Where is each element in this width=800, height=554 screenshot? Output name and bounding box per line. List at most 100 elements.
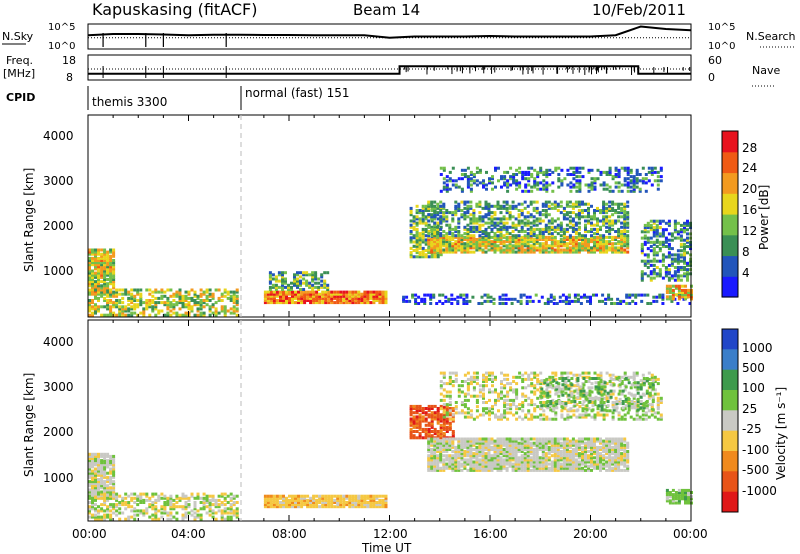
echo-cell	[556, 464, 560, 468]
echo-cell	[523, 445, 527, 449]
echo-cell	[611, 466, 615, 470]
echo-cell	[584, 468, 587, 472]
echo-cell	[548, 173, 552, 176]
echo-cell	[94, 303, 97, 307]
echo-cell	[121, 292, 125, 296]
echo-cell	[460, 187, 464, 191]
echo-cell	[538, 448, 542, 451]
echo-cell	[223, 294, 227, 298]
echo-cell	[418, 217, 422, 221]
echo-cell	[502, 462, 506, 466]
echo-cell	[674, 293, 678, 297]
echo-cell	[574, 246, 578, 250]
echo-cell	[605, 445, 609, 449]
echo-cell	[485, 183, 488, 187]
echo-cell	[324, 505, 328, 509]
echo-cell	[378, 290, 382, 294]
echo-cell	[211, 498, 215, 502]
echo-cell	[502, 225, 506, 229]
echo-cell	[469, 234, 473, 238]
echo-cell	[451, 227, 455, 231]
echo-cell	[472, 179, 476, 183]
echo-cell	[303, 501, 307, 504]
echo-cell	[571, 450, 575, 453]
echo-cell	[664, 228, 668, 232]
echo-cell	[565, 230, 569, 233]
echo-cell	[484, 235, 488, 239]
echo-cell	[208, 305, 212, 309]
cpid-strip: CPID themis 3300 normal (fast) 151	[6, 86, 349, 110]
echo-cell	[502, 437, 506, 441]
echo-cell	[199, 292, 203, 296]
echo-cell	[184, 496, 188, 500]
echo-cell	[644, 173, 648, 176]
echo-cell	[608, 225, 612, 229]
echo-cell	[412, 219, 416, 223]
echo-cell	[586, 299, 589, 303]
echo-cell	[112, 271, 116, 275]
echo-cell	[608, 204, 612, 208]
echo-cell	[339, 292, 343, 296]
echo-cell	[656, 179, 660, 183]
echo-cell	[511, 221, 515, 225]
echo-cell	[439, 189, 443, 193]
echo-cell	[490, 204, 494, 208]
echo-cell	[291, 498, 294, 502]
echo-cell	[559, 221, 563, 225]
echo-cell	[526, 441, 530, 445]
echo-cell	[539, 181, 543, 185]
echo-cell	[574, 202, 578, 206]
echo-cell	[608, 223, 612, 227]
echo-cell	[88, 454, 91, 458]
echo-cell	[559, 250, 563, 254]
echo-cell	[91, 507, 94, 511]
echo-cell	[448, 462, 452, 466]
echo-cell	[448, 464, 452, 468]
echo-cell	[502, 464, 506, 468]
echo-cell	[94, 259, 97, 262]
echo-cell	[415, 223, 419, 227]
echo-cell	[602, 211, 606, 215]
nsky-label: N.Sky	[2, 30, 34, 43]
noise-tick-top-left: 10^5	[48, 22, 75, 33]
power-ylabel: Slant Range [km]	[22, 168, 36, 272]
echo-cell	[487, 244, 491, 248]
echo-cell	[460, 250, 464, 254]
echo-cell	[571, 454, 575, 458]
echo-cell	[683, 249, 686, 253]
echo-cell	[626, 240, 630, 244]
echo-cell	[433, 417, 437, 421]
echo-cell	[451, 464, 455, 468]
echo-cell	[115, 292, 119, 296]
echo-cell	[593, 437, 596, 441]
echo-cell	[565, 213, 569, 217]
echo-cell	[620, 235, 624, 239]
echo-cell	[614, 219, 618, 223]
echo-cell	[372, 294, 376, 298]
echo-cell	[430, 404, 434, 408]
echo-cell	[424, 255, 428, 259]
echo-cell	[667, 238, 671, 242]
echo-cell	[490, 219, 494, 223]
echo-cell	[427, 468, 431, 472]
echo-cell	[321, 494, 325, 498]
echo-cell	[381, 501, 385, 504]
echo-cell	[433, 460, 437, 464]
noise-tick-top-right: 10^5	[708, 22, 735, 33]
echo-cell	[565, 454, 569, 458]
echo-cell	[626, 225, 630, 229]
echo-cell	[655, 238, 659, 242]
echo-cell	[97, 299, 100, 302]
echo-cell	[544, 460, 548, 464]
echo-cell	[562, 248, 566, 252]
echo-cell	[483, 293, 487, 297]
echo-cell	[511, 244, 515, 248]
echo-cell	[554, 166, 558, 170]
echo-cell	[565, 448, 569, 451]
echo-cell	[342, 290, 346, 294]
echo-cell	[109, 288, 113, 292]
echo-cell	[354, 503, 358, 507]
echo-cell	[541, 443, 545, 447]
echo-cell	[490, 460, 494, 464]
echo-cell	[109, 299, 113, 302]
